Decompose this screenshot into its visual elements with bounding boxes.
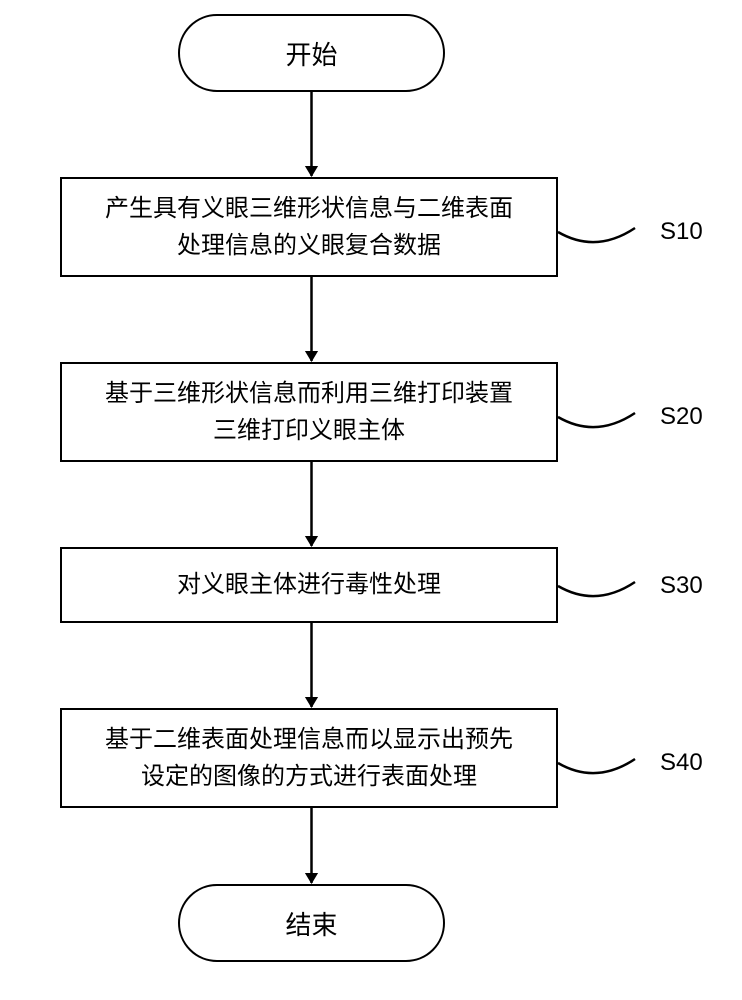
side-label-s20: S20 bbox=[660, 403, 703, 431]
process-s10: 产生具有义眼三维形状信息与二维表面 处理信息的义眼复合数据 bbox=[60, 177, 558, 277]
terminal-end: 结束 bbox=[178, 884, 445, 962]
terminal-start-label: 开始 bbox=[285, 35, 337, 72]
process-s30-label: 对义眼主体进行毒性处理 bbox=[177, 566, 441, 603]
connectors-svg bbox=[0, 0, 742, 1000]
side-label-s30: S30 bbox=[660, 572, 703, 600]
side-label-s10: S10 bbox=[660, 218, 703, 246]
process-s20: 基于三维形状信息而利用三维打印装置 三维打印义眼主体 bbox=[60, 362, 558, 462]
process-s20-label: 基于三维形状信息而利用三维打印装置 三维打印义眼主体 bbox=[105, 375, 513, 449]
terminal-start: 开始 bbox=[178, 14, 445, 92]
flowchart-canvas: 开始 产生具有义眼三维形状信息与二维表面 处理信息的义眼复合数据 基于三维形状信… bbox=[0, 0, 742, 1000]
process-s40: 基于二维表面处理信息而以显示出预先 设定的图像的方式进行表面处理 bbox=[60, 708, 558, 808]
terminal-end-label: 结束 bbox=[285, 905, 337, 942]
process-s30: 对义眼主体进行毒性处理 bbox=[60, 547, 558, 623]
process-s10-label: 产生具有义眼三维形状信息与二维表面 处理信息的义眼复合数据 bbox=[105, 190, 513, 264]
side-label-s40: S40 bbox=[660, 749, 703, 777]
process-s40-label: 基于二维表面处理信息而以显示出预先 设定的图像的方式进行表面处理 bbox=[105, 721, 513, 795]
